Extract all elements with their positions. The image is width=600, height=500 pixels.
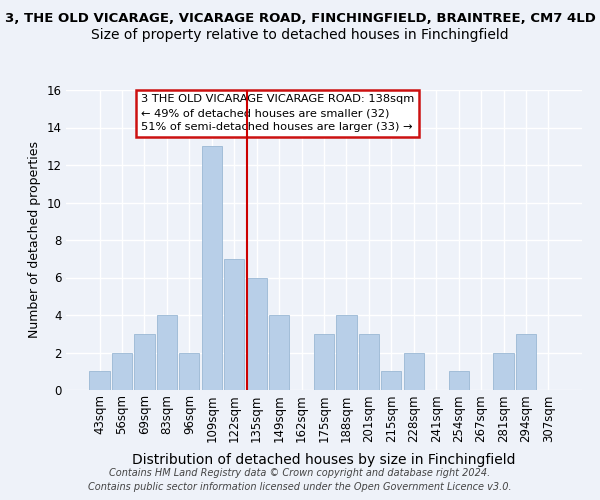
Y-axis label: Number of detached properties: Number of detached properties: [28, 142, 41, 338]
Bar: [381, 371, 401, 390]
Bar: [493, 352, 514, 390]
Bar: [337, 315, 356, 390]
Bar: [112, 352, 132, 390]
Bar: [179, 352, 199, 390]
Bar: [224, 259, 244, 390]
Bar: [202, 146, 222, 390]
Text: Contains public sector information licensed under the Open Government Licence v3: Contains public sector information licen…: [88, 482, 512, 492]
Bar: [269, 315, 289, 390]
Bar: [314, 334, 334, 390]
Bar: [404, 352, 424, 390]
X-axis label: Distribution of detached houses by size in Finchingfield: Distribution of detached houses by size …: [132, 453, 516, 467]
Bar: [516, 334, 536, 390]
Text: 3 THE OLD VICARAGE VICARAGE ROAD: 138sqm
← 49% of detached houses are smaller (3: 3 THE OLD VICARAGE VICARAGE ROAD: 138sqm…: [141, 94, 414, 132]
Bar: [247, 278, 267, 390]
Bar: [359, 334, 379, 390]
Text: Size of property relative to detached houses in Finchingfield: Size of property relative to detached ho…: [91, 28, 509, 42]
Bar: [157, 315, 177, 390]
Bar: [449, 371, 469, 390]
Text: Contains HM Land Registry data © Crown copyright and database right 2024.: Contains HM Land Registry data © Crown c…: [109, 468, 491, 477]
Text: 3, THE OLD VICARAGE, VICARAGE ROAD, FINCHINGFIELD, BRAINTREE, CM7 4LD: 3, THE OLD VICARAGE, VICARAGE ROAD, FINC…: [5, 12, 595, 26]
Bar: [89, 371, 110, 390]
Bar: [134, 334, 155, 390]
